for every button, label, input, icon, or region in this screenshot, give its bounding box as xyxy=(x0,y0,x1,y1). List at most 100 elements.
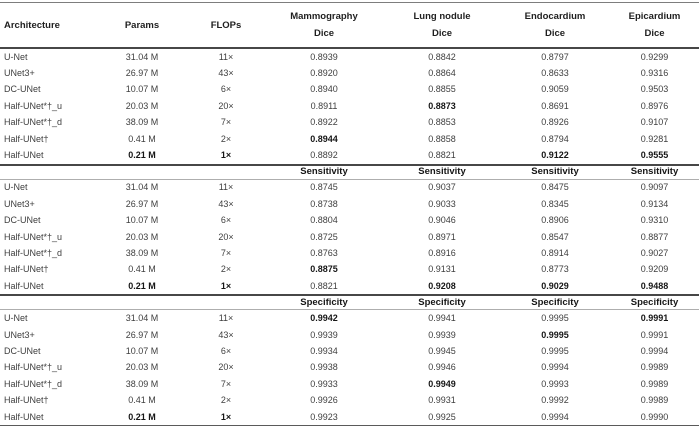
metric-value: 0.9488 xyxy=(640,280,669,291)
metric-subheader-label: Sensitivity xyxy=(384,163,500,180)
metric-value: 0.9994 xyxy=(640,345,669,356)
metric-value: 0.8976 xyxy=(640,100,669,111)
architecture-name: UNet3+ xyxy=(4,198,35,209)
params-value: 38.09 M xyxy=(125,378,159,389)
architecture-name: DC-UNet xyxy=(4,84,41,95)
table-row: Half-UNet 0.21 M 1× 0.8892 0.8821 0.9122 0.955… xyxy=(0,147,699,164)
flops-value: 6× xyxy=(220,345,232,356)
params-value: 10.07 M xyxy=(125,215,159,226)
metric-value: 0.9934 xyxy=(310,345,338,356)
metric-value: 0.8873 xyxy=(428,100,456,111)
column-header-params: Params xyxy=(96,2,188,49)
flops-value: 1× xyxy=(220,150,232,161)
table-row: U-Net 31.04 M 11× 0.8939 0.8842 0.8797 0.9299 xyxy=(0,48,699,65)
metric-value: 0.8916 xyxy=(428,247,456,258)
column-header-flops: FLOPs xyxy=(188,2,264,49)
table-row: Half-UNet*†_d 38.09 M 7× 0.9933 0.9949 0.9993… xyxy=(0,376,699,392)
column-label: Architecture xyxy=(4,19,60,31)
flops-value: 11× xyxy=(218,182,234,193)
metric-subheader-label: Specificity xyxy=(384,294,500,311)
metric-value: 0.9925 xyxy=(428,411,456,422)
table-row: Half-UNet† 0.41 M 2× 0.8944 0.8858 0.8794 0.92… xyxy=(0,131,699,147)
metric-value: 0.8858 xyxy=(428,133,456,144)
table-header: Architecture Params FLOPs Mammography Dice Lu… xyxy=(0,2,699,49)
metric-value: 0.9941 xyxy=(428,313,456,324)
metric-value: 0.9989 xyxy=(640,395,669,406)
metric-value: 0.8855 xyxy=(428,84,456,95)
metric-subheader-label: Sensitivity xyxy=(500,163,610,180)
metric-value: 0.9097 xyxy=(640,182,669,193)
metric-value: 0.8877 xyxy=(640,231,669,242)
architecture-name: Half-UNet*†_d xyxy=(4,378,63,389)
metric-value: 0.9281 xyxy=(640,133,669,144)
params-value: 0.41 M xyxy=(128,264,156,275)
metric-value: 0.9122 xyxy=(541,150,569,161)
metric-value: 0.9939 xyxy=(310,329,338,340)
architecture-name: Half-UNet† xyxy=(4,133,49,144)
table-row: Half-UNet*†_u 20.03 M 20× 0.9938 0.9946 0.999… xyxy=(0,360,699,376)
flops-value: 20× xyxy=(218,362,234,373)
architecture-name: UNet3+ xyxy=(4,68,35,79)
table-row: U-Net 31.04 M 11× 0.9942 0.9941 0.9995 0.9991 xyxy=(0,310,699,327)
architecture-name: Half-UNet*†_d xyxy=(4,117,63,128)
metric-value: 0.9134 xyxy=(640,198,669,209)
column-header-m2: Lung nodule Dice xyxy=(384,2,500,49)
column-sublabel: Dice xyxy=(644,28,665,39)
params-value: 20.03 M xyxy=(125,231,159,242)
metric-value: 0.8821 xyxy=(428,150,456,161)
architecture-name: Half-UNet*†_u xyxy=(4,362,63,373)
metric-value: 0.9995 xyxy=(541,313,569,324)
params-value: 31.04 M xyxy=(125,313,159,324)
metric-value: 0.8920 xyxy=(310,68,338,79)
metric-value: 0.8944 xyxy=(310,133,338,144)
metric-subheader-label: Specificity xyxy=(610,294,699,311)
table-row: Half-UNet*†_d 38.09 M 7× 0.8763 0.8916 0.8914… xyxy=(0,245,699,261)
params-value: 0.41 M xyxy=(128,395,156,406)
params-value: 26.97 M xyxy=(125,68,159,79)
flops-value: 20× xyxy=(218,231,234,242)
column-header-m1: Mammography Dice xyxy=(264,2,384,49)
metric-value: 0.8797 xyxy=(541,51,569,62)
empty-cell xyxy=(96,294,188,311)
params-value: 0.21 M xyxy=(128,411,156,422)
table-row: DC-UNet 10.07 M 6× 0.9934 0.9945 0.9995 0.9994 xyxy=(0,343,699,359)
column-sublabel: Dice xyxy=(431,28,453,39)
table-row: Half-UNet 0.21 M 1× 0.9923 0.9925 0.9994 0.999… xyxy=(0,409,699,426)
column-label: Lung nodule xyxy=(413,11,471,22)
column-sublabel: Dice xyxy=(544,28,566,39)
column-header-m3: Endocardium Dice xyxy=(500,2,610,49)
metric-value: 0.9938 xyxy=(310,362,338,373)
metric-value: 0.8475 xyxy=(541,182,569,193)
params-value: 10.07 M xyxy=(125,345,159,356)
table-row: Half-UNet*†_u 20.03 M 20× 0.8725 0.8971 0.854… xyxy=(0,229,699,245)
metric-value: 0.9033 xyxy=(428,198,456,209)
params-value: 31.04 M xyxy=(125,182,159,193)
table-row: U-Net 31.04 M 11× 0.8745 0.9037 0.8475 0.9097 xyxy=(0,179,699,196)
metric-value: 0.9926 xyxy=(310,395,338,406)
architecture-name: U-Net xyxy=(4,313,28,324)
metric-value: 0.8864 xyxy=(428,68,456,79)
metric-value: 0.8922 xyxy=(310,117,338,128)
metric-value: 0.8794 xyxy=(541,133,569,144)
params-value: 20.03 M xyxy=(125,100,159,111)
architecture-name: DC-UNet xyxy=(4,345,41,356)
table-row: DC-UNet 10.07 M 6× 0.8940 0.8855 0.9059 0.9503 xyxy=(0,82,699,98)
metric-value: 0.9949 xyxy=(428,378,456,389)
metric-value: 0.9037 xyxy=(428,182,456,193)
metric-value: 0.8745 xyxy=(310,182,338,193)
metric-value: 0.9994 xyxy=(541,362,569,373)
architecture-name: Half-UNet xyxy=(4,280,44,291)
params-value: 26.97 M xyxy=(125,329,159,340)
architecture-name: Half-UNet xyxy=(4,150,44,161)
metric-value: 0.9945 xyxy=(428,345,456,356)
metric-value: 0.9503 xyxy=(640,84,669,95)
params-value: 0.21 M xyxy=(128,280,156,291)
table-row: UNet3+ 26.97 M 43× 0.8920 0.8864 0.8633 0.9316 xyxy=(0,65,699,81)
metric-subheader-row: Sensitivity Sensitivity Sensitivity Sensiti… xyxy=(0,163,699,180)
flops-value: 11× xyxy=(218,313,234,324)
flops-value: 43× xyxy=(218,329,234,340)
metric-value: 0.8940 xyxy=(310,84,338,95)
table-row: Half-UNet*†_d 38.09 M 7× 0.8922 0.8853 0.8926… xyxy=(0,115,699,131)
metric-value: 0.9931 xyxy=(428,395,456,406)
